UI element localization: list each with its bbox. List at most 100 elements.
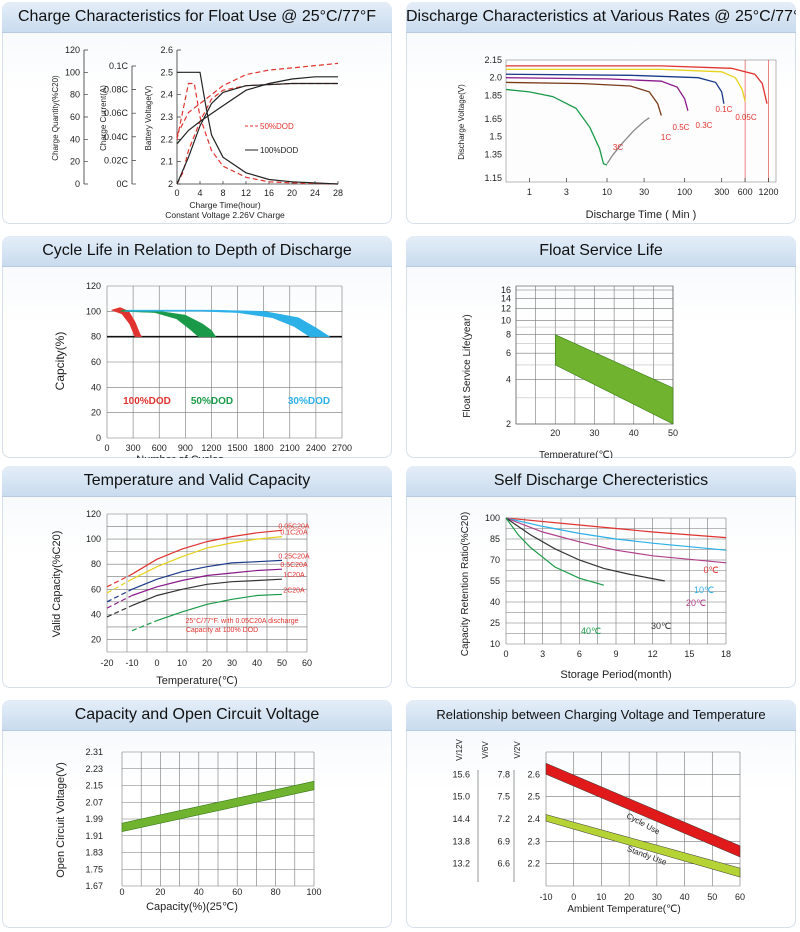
series-label: 3C xyxy=(613,143,623,152)
y-tick-label: 2.15 xyxy=(85,781,103,791)
y-tick-label: 2.31 xyxy=(85,747,103,757)
x-tick-label: 30 xyxy=(589,428,599,438)
x-tick-label: 16 xyxy=(264,188,274,198)
series-label: 50%DOD xyxy=(191,396,233,407)
series-line xyxy=(505,517,666,582)
y-tick-label: 8 xyxy=(506,330,511,340)
chart-ocv: 2.31 2.23 2.15 2.07 1.99 1.91 1.83 1.75 1.67 0 20 4… xyxy=(55,747,322,913)
x-tick-label: 100 xyxy=(306,887,321,897)
y-tick-label: 40 xyxy=(91,609,101,619)
series-label: 1C20A xyxy=(283,572,305,579)
series-line-dashed xyxy=(106,573,133,588)
y-tick-label: 70 xyxy=(490,555,500,565)
y-axis-label: Battery Voltage(V) xyxy=(144,85,153,150)
series-line xyxy=(131,568,283,597)
legend-label: 50%DOD xyxy=(260,122,294,131)
y-axis-label: Charge Current(A) xyxy=(99,85,108,151)
x-tick-label: 0 xyxy=(154,658,159,668)
x-axis-label: Number of Cycles xyxy=(136,454,224,458)
x-tick-label: 30 xyxy=(639,187,649,197)
y-axis-label: Capacity Retention Ratio(%C20) xyxy=(460,512,471,657)
y-tick-label: 120 xyxy=(65,45,80,55)
x-tick-label: 1500 xyxy=(228,443,248,453)
x-tick-label: 18 xyxy=(721,649,731,659)
y-tick-label: 2.23 xyxy=(85,764,103,774)
y-axis-label: Valid Capacity(%C20) xyxy=(51,531,63,638)
series-band xyxy=(119,309,217,337)
y-tick-label: 55 xyxy=(490,576,500,586)
series-line-dashed xyxy=(131,620,158,632)
y-tick-label: 2.6 xyxy=(527,769,540,779)
series-line-current xyxy=(176,82,339,185)
series-line xyxy=(505,517,604,586)
y-unit-label: V/6V xyxy=(481,741,490,759)
y-unit-label: V/2V xyxy=(513,741,522,759)
series-label: 2C20A xyxy=(283,587,305,594)
chart-cycle: 120 100 80 60 40 20 00 900 1800 2700 300 600 1200 150… xyxy=(53,281,352,458)
y-tick-label: 120 xyxy=(86,281,101,291)
panel-self: Self Discharge Cherecteristics 100 85 70 55… xyxy=(406,466,796,688)
y-tick-label: 0.04C xyxy=(104,132,129,142)
series-label: 10℃ xyxy=(694,585,714,595)
x-tick-label: 12 xyxy=(241,188,251,198)
x-tick-label: 300 xyxy=(126,443,141,453)
y-tick-label: 2.4 xyxy=(527,814,540,824)
y-tick-label: 1.99 xyxy=(85,814,103,824)
x-tick-label: 10 xyxy=(177,658,187,668)
x-tick-label: 600 xyxy=(152,443,167,453)
x-tick-label: -20 xyxy=(100,658,113,668)
y-tick-label: 10 xyxy=(490,639,500,649)
x-tick-label: 10 xyxy=(602,187,612,197)
legend-label: 100%DOD xyxy=(260,146,298,155)
chart-title: Self Discharge Cherecteristics xyxy=(406,466,796,497)
series-band xyxy=(110,307,143,337)
x-tick-label: 9 xyxy=(613,649,618,659)
y-tick-label: 1.65 xyxy=(484,114,502,124)
series-line xyxy=(505,88,608,166)
x-tick-label: 3 xyxy=(540,649,545,659)
y-tick-label-6v: 6.6 xyxy=(497,859,510,869)
x-tick-label: 20 xyxy=(287,188,297,198)
series-line xyxy=(131,536,283,580)
y-axis-label: Float Service Life(year) xyxy=(462,314,473,417)
y-tick-label: 2.1 xyxy=(160,157,173,167)
y-tick-label-12v: 13.2 xyxy=(452,859,470,869)
y-tick-label: 1.85 xyxy=(484,90,502,100)
x-tick-label: 50 xyxy=(668,428,678,438)
x-tick-label: 50 xyxy=(277,658,287,668)
y-tick-label: 0.08C xyxy=(104,85,129,95)
x-tick-label: 60 xyxy=(232,887,242,897)
y-tick-label: 100 xyxy=(86,306,101,316)
x-tick-label: 0 xyxy=(119,887,124,897)
x-tick-label: 15 xyxy=(684,649,694,659)
series-line xyxy=(131,529,283,575)
y-tick-label: 60 xyxy=(91,357,101,367)
y-axis-label: Discharge Voltage(V) xyxy=(457,84,466,160)
x-tick-label: 20 xyxy=(550,428,560,438)
y-tick-label: 20 xyxy=(91,634,101,644)
x-tick-label: 0 xyxy=(503,649,508,659)
x-tick-label: -10 xyxy=(539,892,552,902)
x-tick-label: 30 xyxy=(652,892,662,902)
series-line xyxy=(505,81,662,116)
y-tick-label: 16 xyxy=(501,285,511,295)
series-line xyxy=(505,517,727,551)
y-tick-label: 1.5 xyxy=(489,132,502,142)
series-line xyxy=(131,578,283,607)
series-line xyxy=(131,559,283,590)
series-line xyxy=(506,65,768,104)
x-tick-label: 40 xyxy=(680,892,690,902)
y-tick-label: 2.5 xyxy=(527,792,540,802)
y-tick-label: 80 xyxy=(91,332,101,342)
x-tick-label: 20 xyxy=(624,892,634,902)
series-line xyxy=(505,517,727,539)
x-axis-label: Storage Period(month) xyxy=(560,669,671,681)
x-tick-label: 20 xyxy=(202,658,212,668)
x-tick-label: 4 xyxy=(197,188,202,198)
y-tick-label: 6 xyxy=(506,348,511,358)
y-tick-label: 85 xyxy=(490,534,500,544)
y-axis-label: Charge Quantity(%C20) xyxy=(51,75,60,161)
x-tick-label: 100 xyxy=(677,187,692,197)
x-tick-label: 0 xyxy=(104,443,109,453)
